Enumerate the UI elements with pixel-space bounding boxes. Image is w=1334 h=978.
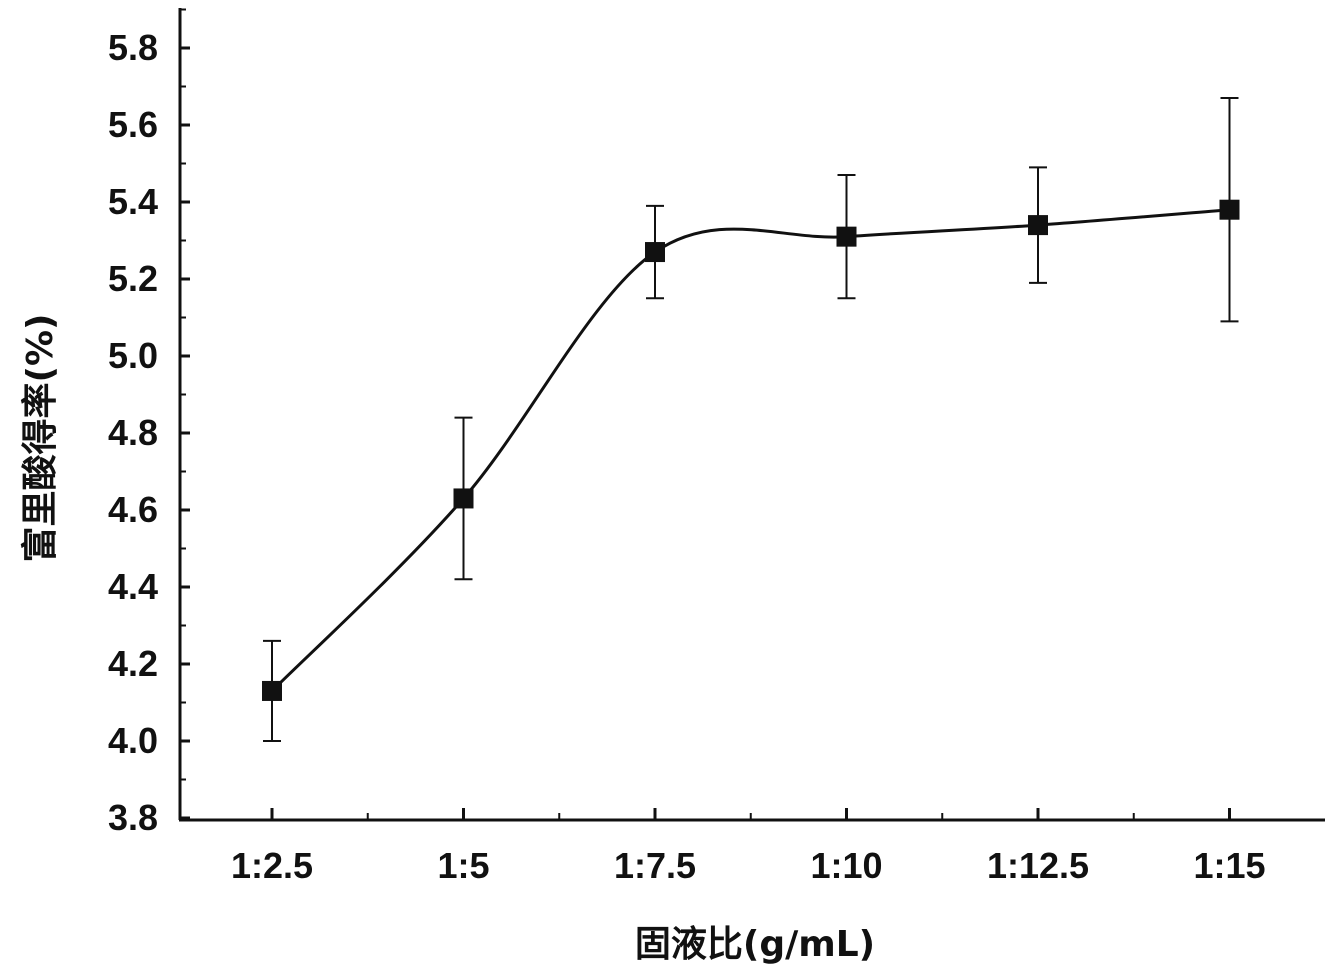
y-tick-label: 4.0 bbox=[108, 720, 158, 761]
y-tick-label: 5.2 bbox=[108, 258, 158, 299]
data-point bbox=[262, 680, 282, 701]
y-tick-label: 4.2 bbox=[108, 643, 158, 684]
y-tick-label: 3.8 bbox=[108, 797, 158, 838]
series-curve bbox=[270, 208, 1230, 693]
y-axis-title: 富里酸得率(%) bbox=[19, 314, 61, 563]
x-tick-label: 1:12.5 bbox=[987, 845, 1089, 886]
y-axis-ticks: 3.8 4.0 4.2 4.4 4.6 4.8 5.0 5.2 5.4 5.6 5.8 bbox=[108, 8, 190, 838]
y-tick-label: 5.4 bbox=[108, 181, 158, 222]
data-point bbox=[1219, 199, 1240, 220]
y-tick-label: 4.4 bbox=[108, 566, 158, 607]
y-tick-label: 4.8 bbox=[108, 412, 158, 453]
x-tick-label: 1:2.5 bbox=[231, 845, 313, 886]
x-tick-label: 1:10 bbox=[810, 845, 882, 886]
x-axis-title: 固液比(g/mL) bbox=[635, 924, 875, 965]
data-point bbox=[836, 226, 857, 247]
data-point bbox=[645, 242, 665, 263]
y-tick-label: 5.0 bbox=[108, 335, 158, 376]
y-tick-label: 4.6 bbox=[108, 489, 158, 530]
data-point bbox=[1028, 215, 1048, 236]
data-point bbox=[453, 488, 474, 509]
y-tick-label: 5.6 bbox=[108, 104, 158, 145]
x-tick-label: 1:15 bbox=[1193, 845, 1265, 886]
error-bars bbox=[263, 97, 1239, 742]
x-tick-label: 1:5 bbox=[437, 845, 489, 886]
y-tick-label: 5.8 bbox=[108, 27, 158, 68]
x-axis-ticks: 1:2.5 1:5 1:7.5 1:10 1:12.5 1:15 bbox=[231, 808, 1266, 886]
series-line bbox=[270, 208, 1230, 693]
data-markers bbox=[262, 199, 1240, 701]
plot-frame bbox=[178, 8, 1325, 822]
x-tick-label: 1:7.5 bbox=[614, 845, 696, 886]
